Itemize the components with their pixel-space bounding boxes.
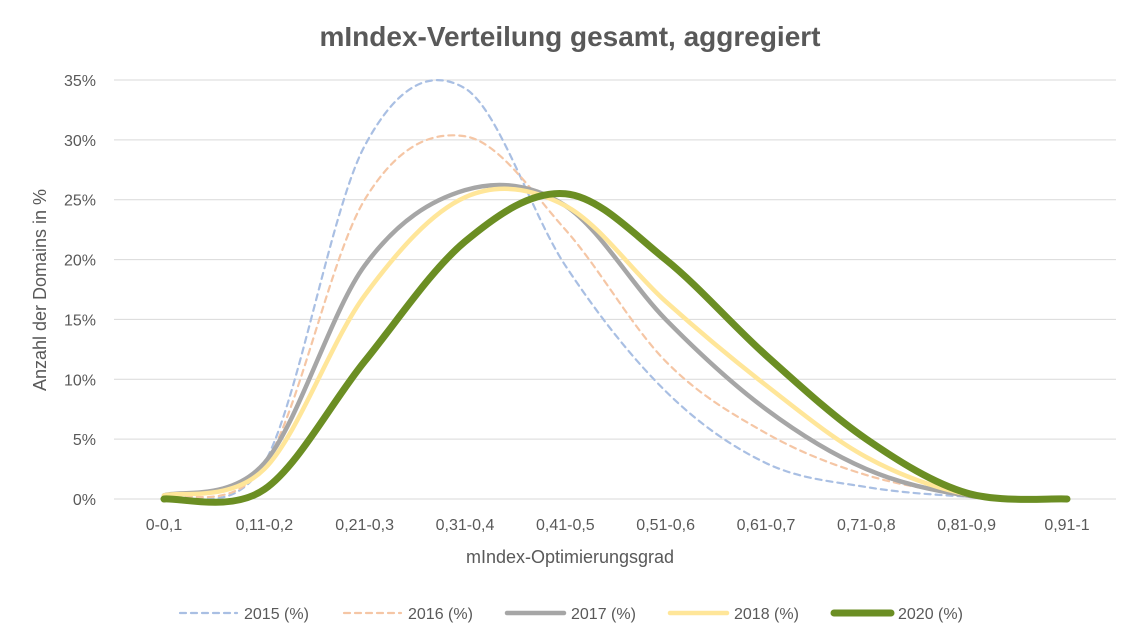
x-tick-label: 0,51-0,6 <box>636 517 695 534</box>
x-axis-ticks: 0-0,1 0,11-0,2 0,21-0,3 0,31-0,4 0,41-0,5 0,5… <box>146 517 1090 534</box>
y-tick-label: 5% <box>73 432 96 449</box>
chart-title: mIndex-Verteilung gesamt, aggregiert <box>319 21 820 52</box>
legend-label: 2016 (%) <box>408 606 473 623</box>
y-tick-label: 30% <box>64 133 96 150</box>
x-tick-label: 0,21-0,3 <box>335 517 394 534</box>
y-axis-ticks: 0% 5% 10% 15% 20% 25% 30% 35% <box>64 73 96 509</box>
y-tick-label: 15% <box>64 312 96 329</box>
y-axis-label: Anzahl der Domains in % <box>30 189 50 391</box>
x-tick-label: 0,81-0,9 <box>937 517 996 534</box>
series-line-2020 <box>160 190 1071 506</box>
series-line-2017 <box>161 182 1070 502</box>
gridlines <box>114 79 1116 500</box>
x-tick-label: 0,61-0,7 <box>737 517 796 534</box>
x-tick-label: 0,91-1 <box>1044 517 1089 534</box>
x-tick-label: 0,11-0,2 <box>236 517 294 534</box>
x-tick-label: 0,71-0,8 <box>837 517 896 534</box>
legend-label: 2020 (%) <box>898 606 963 623</box>
x-tick-label: 0,41-0,5 <box>536 517 595 534</box>
legend: 2015 (%) 2016 (%) 2017 (%) 2018 (%) 2020 (%) <box>178 606 963 623</box>
series-line-2015 <box>162 79 1069 501</box>
x-tick-label: 0-0,1 <box>146 517 183 534</box>
series-line-2016 <box>162 134 1069 501</box>
series-line-2018 <box>161 186 1070 502</box>
y-tick-label: 35% <box>64 73 96 90</box>
y-tick-label: 25% <box>64 193 96 210</box>
y-tick-label: 20% <box>64 253 96 270</box>
y-tick-label: 10% <box>64 372 96 389</box>
y-tick-label: 0% <box>73 492 96 509</box>
x-tick-label: 0,31-0,4 <box>436 517 495 534</box>
series-lines <box>160 79 1071 506</box>
x-axis-label: mIndex-Optimierungsgrad <box>466 547 674 567</box>
legend-label: 2015 (%) <box>244 606 309 623</box>
legend-label: 2017 (%) <box>571 606 636 623</box>
legend-label: 2018 (%) <box>734 606 799 623</box>
